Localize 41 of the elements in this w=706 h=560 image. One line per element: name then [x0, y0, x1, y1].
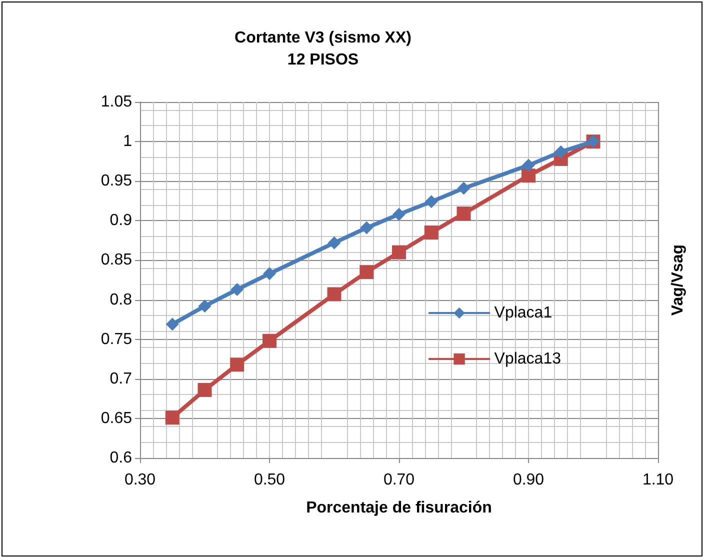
point	[166, 318, 179, 331]
x-tick-label: 0.30	[124, 472, 156, 488]
point	[263, 267, 276, 280]
point	[327, 287, 342, 302]
point	[198, 300, 212, 313]
x-tick-label: 1.10	[642, 472, 674, 488]
point	[230, 358, 244, 372]
chart-title: Cortante V3 (sismo XX) 12 PISOS	[234, 30, 412, 68]
x-tick-label: 0.90	[512, 472, 544, 488]
y-tick-label: 0.95	[100, 172, 132, 190]
point	[457, 182, 470, 195]
y-tick-label: 0.6	[110, 450, 132, 466]
y-axis-title: Vag/Vsag	[670, 244, 686, 316]
point	[198, 382, 212, 397]
point	[392, 208, 406, 221]
legend-label: Vplaca13	[494, 350, 562, 368]
point	[230, 282, 244, 296]
x-tick-label: 0.70	[383, 472, 415, 488]
point	[262, 334, 276, 348]
y-tick-label: 0.7	[110, 370, 132, 388]
point	[554, 145, 568, 158]
point	[522, 158, 535, 172]
point	[360, 221, 374, 234]
point	[424, 195, 438, 208]
y-tick-label: 0.75	[100, 330, 132, 348]
x-axis-title: Porcentaje de fisuración	[306, 500, 492, 516]
y-tick-label: 1	[123, 133, 132, 150]
x-tick-label: 0.50	[254, 472, 286, 488]
point	[522, 168, 536, 183]
point	[165, 410, 180, 425]
point	[424, 226, 438, 240]
y-tick-label: 0.85	[100, 252, 132, 269]
y-tick-label: 0.65	[100, 410, 132, 427]
y-tick-label: 0.8	[110, 291, 132, 308]
y-tick-label: 1.05	[100, 94, 132, 110]
point	[328, 236, 341, 250]
point	[392, 245, 406, 260]
point	[456, 206, 471, 221]
point	[360, 265, 374, 280]
legend-label: Vplaca1	[494, 304, 552, 322]
y-tick-label: 0.9	[110, 212, 132, 230]
